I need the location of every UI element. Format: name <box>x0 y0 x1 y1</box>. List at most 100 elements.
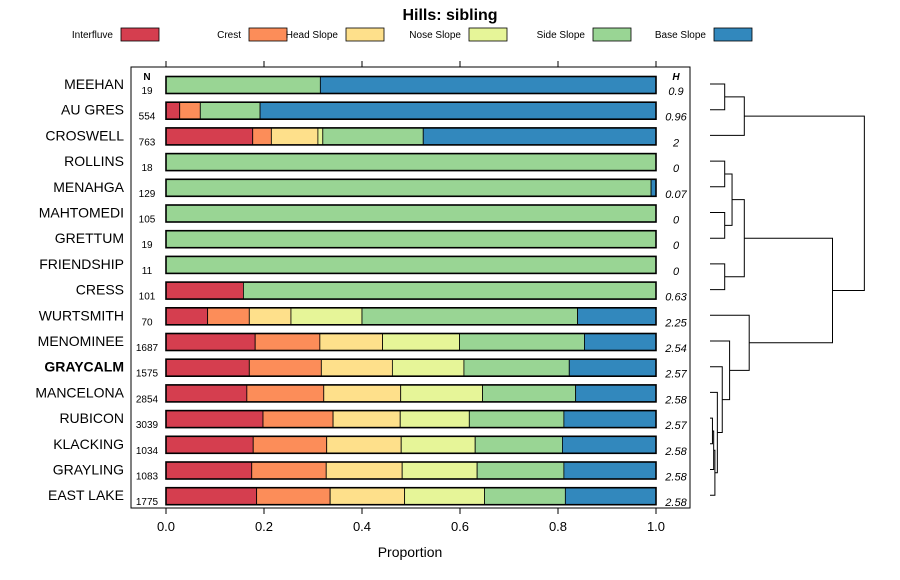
bar-segment-6-4 <box>165 230 657 249</box>
bar-segment-14-1 <box>252 435 328 454</box>
x-tick-label-4: 0.8 <box>549 519 567 534</box>
bar-outline-12 <box>165 384 657 403</box>
row-2: CROSWELL 763 2 <box>45 127 679 149</box>
series-label-3: ROLLINS <box>64 153 124 169</box>
bar-segment-12-2 <box>323 384 402 403</box>
bar-segment-12-4 <box>482 384 577 403</box>
row-3: ROLLINS 18 0 <box>64 152 680 175</box>
bar-segment-4-4 <box>165 178 652 197</box>
bar-segment-1-4 <box>199 101 261 120</box>
bar-outline-2 <box>165 127 657 146</box>
bar-segment-5-4 <box>165 204 657 223</box>
bar-segment-11-1 <box>248 358 322 377</box>
n-value-2: 763 <box>139 137 156 148</box>
n-value-10: 1687 <box>136 343 159 354</box>
dendrogram-link-4 <box>724 173 733 226</box>
bar-outline-4 <box>165 178 657 198</box>
bar-segment-13-0 <box>165 410 264 429</box>
bar-segment-0-4 <box>165 76 321 94</box>
bar-outline-0 <box>165 75 657 95</box>
row-12: MANCELONA 2854 2.58 <box>35 384 688 406</box>
bar-segment-11-4 <box>463 358 570 377</box>
bar-segment-13-2 <box>332 410 401 429</box>
bar-segment-10-3 <box>382 333 460 351</box>
bar-segment-8-4 <box>243 281 657 300</box>
series-label-9: WURTSMITH <box>39 307 124 323</box>
bar-segment-13-4 <box>468 410 565 429</box>
h-value-4: 0.07 <box>665 189 687 201</box>
n-value-6: 19 <box>141 240 153 251</box>
bar-segment-9-5 <box>577 307 657 326</box>
series-label-7: FRIENDSHIP <box>39 256 124 272</box>
bar-segment-14-2 <box>326 435 402 454</box>
n-value-7: 11 <box>142 266 153 277</box>
h-value-12: 2.58 <box>664 394 687 406</box>
dendrogram-link-1 <box>710 96 745 136</box>
legend-swatch-5 <box>713 27 753 42</box>
h-value-13: 2.57 <box>664 420 687 432</box>
dendrogram-link-6 <box>724 199 745 278</box>
bar-segment-2-1 <box>252 127 272 146</box>
bar-segment-13-3 <box>399 410 470 429</box>
bar-outline-16 <box>165 486 657 506</box>
row-11: GRAYCALM 1575 2.57 <box>44 358 688 381</box>
series-label-8: CRESS <box>76 282 124 298</box>
bar-segment-13-5 <box>563 410 657 429</box>
bar-segment-7-4 <box>165 255 657 274</box>
row-5: MAHTOMEDI 105 0 <box>39 204 680 227</box>
bar-segment-10-5 <box>584 333 657 351</box>
series-label-15: GRAYLING <box>53 462 124 478</box>
legend-label-2: Head Slope <box>286 30 339 41</box>
series-label-10: MENOMINEE <box>38 333 124 349</box>
bar-segment-9-1 <box>207 307 250 326</box>
n-value-12: 2854 <box>136 394 159 405</box>
n-value-8: 101 <box>139 292 156 303</box>
row-7: FRIENDSHIP 11 0 <box>39 255 680 278</box>
legend-label-0: Interfluve <box>72 30 114 41</box>
h-value-8: 0.63 <box>665 292 687 304</box>
bar-outline-5 <box>165 204 657 223</box>
bar-segment-15-5 <box>563 461 657 480</box>
bar-segment-11-2 <box>320 358 393 377</box>
x-tick-label-1: 0.2 <box>255 519 273 534</box>
dendrogram-link-7 <box>710 417 713 445</box>
series-label-4: MENAHGA <box>53 179 124 195</box>
legend-swatch-4 <box>592 27 632 42</box>
bar-outline-8 <box>165 281 657 300</box>
row-10: MENOMINEE 1687 2.54 <box>38 332 687 355</box>
bar-segment-8-0 <box>165 281 244 300</box>
row-16: EAST LAKE 1775 2.58 <box>48 486 688 509</box>
n-value-5: 105 <box>139 215 156 226</box>
dendrogram-link-12 <box>710 340 731 401</box>
h-value-15: 2.58 <box>664 472 687 484</box>
bar-segment-10-2 <box>319 333 383 351</box>
series-label-1: AU GRES <box>61 102 124 118</box>
bar-segment-12-0 <box>165 384 248 403</box>
n-value-3: 18 <box>141 163 153 174</box>
n-value-15: 1083 <box>136 472 159 483</box>
row-13: RUBICON 3039 2.57 <box>59 409 688 432</box>
top-tick-marks <box>165 61 657 67</box>
n-value-13: 3039 <box>136 420 159 431</box>
bar-segment-12-1 <box>246 384 325 403</box>
legend: Interfluve Crest Head Slope Nose Slope Side … <box>72 27 753 42</box>
bar-segment-9-3 <box>290 307 363 326</box>
bar-segment-2-2 <box>270 127 319 146</box>
n-value-9: 70 <box>141 317 153 328</box>
dendrogram-link-11 <box>710 366 723 434</box>
h-value-3: 0 <box>673 163 680 175</box>
bar-segment-9-4 <box>361 307 579 326</box>
bar-segment-12-3 <box>400 384 483 403</box>
bar-segment-16-1 <box>256 487 331 506</box>
h-value-10: 2.54 <box>664 343 686 355</box>
bar-segment-1-5 <box>259 101 657 120</box>
x-axis: 0.0 0.2 0.4 0.6 0.8 1.0 <box>157 508 665 534</box>
n-value-16: 1775 <box>136 497 159 508</box>
legend-swatch-3 <box>468 27 508 42</box>
bar-segment-0-5 <box>319 76 657 94</box>
legend-label-3: Nose Slope <box>409 30 461 41</box>
bar-segment-14-5 <box>562 435 657 454</box>
dendrogram-link-2 <box>710 160 726 188</box>
bar-segment-16-4 <box>484 487 566 506</box>
bar-segment-2-4 <box>322 127 424 146</box>
